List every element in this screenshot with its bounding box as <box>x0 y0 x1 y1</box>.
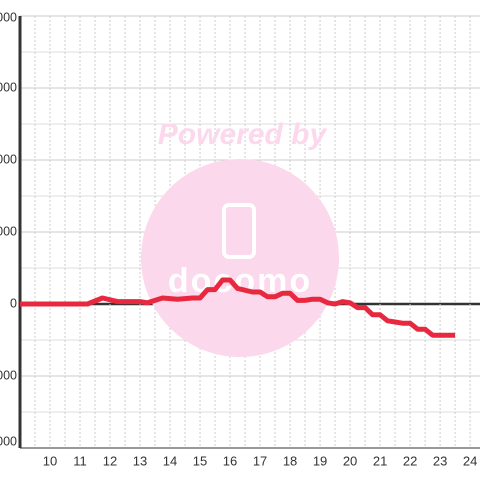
x-tick-label: 24 <box>463 453 477 468</box>
x-tick-label: 10 <box>43 453 57 468</box>
x-tick-label: 15 <box>193 453 207 468</box>
watermark-text: Powered by <box>158 118 328 151</box>
y-tick-label: -3,000 <box>0 368 17 382</box>
x-tick-label: 20 <box>343 453 357 468</box>
y-tick-label: 3,000 <box>0 224 17 238</box>
x-tick-label: 13 <box>133 453 147 468</box>
y-tick-label: 0 <box>10 296 17 310</box>
y-tick-label: 12,000 <box>0 10 17 24</box>
y-tick-label: 9,000 <box>0 80 17 94</box>
x-tick-label: 23 <box>433 453 447 468</box>
x-tick-label: 14 <box>163 453 177 468</box>
x-tick-label: 19 <box>313 453 327 468</box>
x-tick-label: 17 <box>253 453 267 468</box>
x-tick-label: 22 <box>403 453 417 468</box>
watermark: Powered by docomo <box>141 118 339 357</box>
x-tick-label: 21 <box>373 453 387 468</box>
x-tick-label: 16 <box>223 453 237 468</box>
phone-icon <box>222 203 256 259</box>
x-tick-label: 11 <box>73 453 87 468</box>
y-tick-label: 6,000 <box>0 152 17 166</box>
x-tick-label: 18 <box>283 453 297 468</box>
x-tick-label: 12 <box>103 453 117 468</box>
data-line <box>20 277 456 338</box>
y-tick-label: -6,000 <box>0 434 17 448</box>
